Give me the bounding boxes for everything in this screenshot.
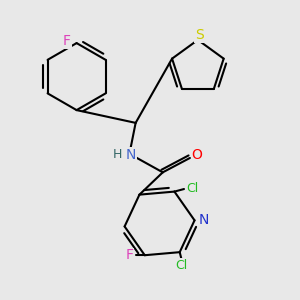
Text: Cl: Cl xyxy=(186,182,198,195)
Text: N: N xyxy=(198,213,209,227)
Text: O: O xyxy=(191,148,203,162)
Text: H: H xyxy=(112,148,122,161)
Text: S: S xyxy=(195,28,204,42)
Text: F: F xyxy=(125,248,134,262)
Text: F: F xyxy=(63,34,71,49)
Text: N: N xyxy=(126,148,136,162)
Text: Cl: Cl xyxy=(175,259,188,272)
